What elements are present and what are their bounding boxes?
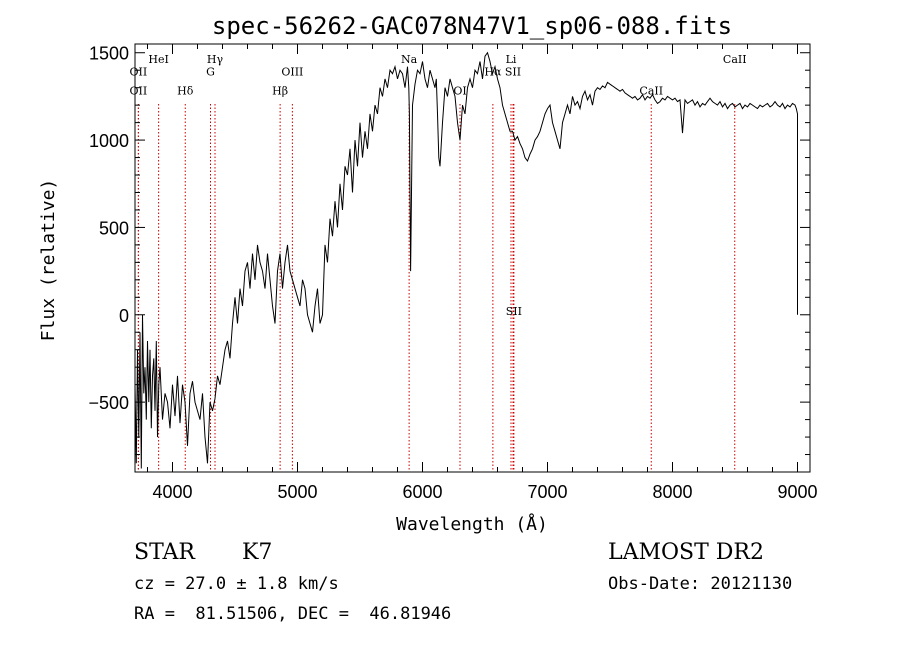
y-tick-label-2: 500 [99, 218, 129, 238]
x-tick-label-4: 8000 [652, 482, 692, 502]
y-tick-label-3: 1000 [89, 131, 129, 151]
x-axis-label: Wavelength (Å) [396, 513, 548, 535]
object-class: STAR [134, 540, 195, 565]
line-label-6: Hβ [272, 85, 288, 98]
line-label-1: OII [130, 85, 148, 98]
line-label-4: Hγ [207, 53, 224, 66]
line-label-15: CaII [723, 53, 747, 66]
x-tick-label-1: 5000 [277, 482, 317, 502]
line-label-0: OII [130, 65, 148, 78]
line-label-7: OIII [281, 65, 303, 78]
x-tick-label-3: 7000 [527, 482, 567, 502]
line-label-11: Li [506, 53, 517, 66]
line-label-2: HeI [148, 53, 168, 66]
object-subclass: K7 [242, 540, 273, 565]
coordinates: RA = 81.51506, DEC = 46.81946 [134, 604, 452, 624]
x-tick-label-2: 6000 [402, 482, 442, 502]
line-label-3: Hδ [177, 85, 194, 98]
y-tick-label-1: 0 [119, 306, 129, 326]
line-label-12: SII [505, 65, 521, 78]
line-label-9: OI [453, 85, 466, 98]
survey-label: LAMOST DR2 [608, 540, 764, 565]
y-axis-label: Flux (relative) [38, 179, 59, 342]
line-label-8: Na [401, 53, 418, 66]
axis-ticks: 4000 5000 6000 7000 8000 9000 −500 0 500 1000 1500 [88, 44, 817, 502]
y-tick-label-0: −500 [88, 393, 129, 413]
chart-title: spec-56262-GAC078N47V1_sp06-088.fits [212, 12, 732, 40]
plot-frame [134, 43, 811, 473]
line-label-13: SII [506, 305, 522, 318]
spectral-line-markers: OIIOIIHeIHδHγGHβOIIINaOIHαLiSIISIICaIICa… [130, 53, 747, 472]
y-tick-label-4: 1500 [89, 44, 129, 64]
x-tick-label-5: 9000 [777, 482, 817, 502]
line-label-14: CaII [639, 85, 663, 98]
redshift-readout: cz = 27.0 ± 1.8 km/s [134, 574, 339, 594]
spectrum-line [134, 51, 798, 469]
line-label-5: G [206, 65, 215, 78]
obs-date: Obs-Date: 20121130 [608, 574, 793, 594]
x-tick-label-0: 4000 [152, 482, 192, 502]
